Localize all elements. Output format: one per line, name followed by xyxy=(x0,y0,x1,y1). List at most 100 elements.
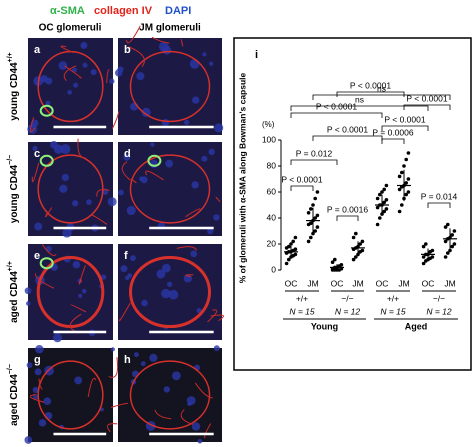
vessel xyxy=(130,178,137,184)
y-tick-label: 0 xyxy=(271,264,276,274)
nucleus xyxy=(183,119,190,126)
vessel xyxy=(106,69,110,84)
x-tick-label: JM xyxy=(398,278,409,288)
comparison-label: ns xyxy=(377,83,386,93)
nucleus xyxy=(191,181,199,189)
nucleus xyxy=(74,376,83,385)
row-label: aged CD44−/− xyxy=(7,364,20,426)
vessel xyxy=(180,39,184,47)
data-point xyxy=(311,203,315,207)
nucleus xyxy=(189,59,200,69)
vessel xyxy=(194,382,213,399)
vessel xyxy=(38,378,43,390)
capsule xyxy=(129,50,211,123)
x-tick-label: OC xyxy=(376,278,389,288)
data-point xyxy=(375,222,380,227)
panel-letter: f xyxy=(124,250,128,262)
vessel xyxy=(78,265,86,285)
data-point xyxy=(443,255,448,259)
data-point xyxy=(404,192,409,197)
row-label-text: young CD44 xyxy=(9,164,20,223)
vessel xyxy=(45,207,53,218)
nucleus xyxy=(208,148,215,156)
comparison-bracket xyxy=(381,125,429,131)
vessel xyxy=(31,162,40,183)
unit-label: (%) xyxy=(262,120,275,129)
row-label-text: aged CD44 xyxy=(9,271,20,323)
nucleus xyxy=(190,250,198,258)
vessel xyxy=(60,45,74,54)
nucleus xyxy=(27,124,38,135)
vessel xyxy=(207,309,218,323)
sma-signal xyxy=(39,104,54,117)
data-point xyxy=(306,239,311,244)
micrograph xyxy=(28,348,113,442)
data-point xyxy=(313,229,318,233)
nucleus xyxy=(213,345,220,352)
nucleus xyxy=(71,200,79,207)
nucleus xyxy=(207,227,214,235)
nucleus xyxy=(80,41,88,49)
comparison-label: P = 0.0016 xyxy=(327,204,368,214)
row-label-sup: −/− xyxy=(7,155,14,165)
data-point xyxy=(421,244,426,249)
data-point xyxy=(382,200,387,205)
data-point xyxy=(378,192,382,197)
x-tick-label: JM xyxy=(307,278,318,288)
comparison-label: P < 0.0001 xyxy=(384,114,425,124)
y-tick-label: 40 xyxy=(267,212,277,222)
data-point xyxy=(446,222,450,227)
nucleus xyxy=(133,352,139,358)
n-label: N = 15 xyxy=(289,306,315,316)
nucleus xyxy=(149,353,158,362)
vessel xyxy=(108,357,119,378)
panel-letter: a xyxy=(34,44,41,56)
data-point xyxy=(360,248,365,253)
nucleus xyxy=(78,293,83,299)
nucleus xyxy=(32,386,39,394)
data-point xyxy=(284,261,289,266)
nucleus xyxy=(192,96,200,104)
nucleus xyxy=(53,333,62,343)
nucleus xyxy=(110,347,115,352)
data-point xyxy=(351,257,356,262)
genotype-label: +/+ xyxy=(296,293,308,303)
data-point xyxy=(380,190,384,194)
comparison-bracket xyxy=(403,104,451,110)
data-point xyxy=(351,235,356,240)
panel-letter: e xyxy=(34,250,40,262)
nucleus xyxy=(168,289,179,300)
n-label: N = 12 xyxy=(335,306,361,316)
comparison-bracket xyxy=(336,215,359,221)
panel-letter: b xyxy=(124,44,131,56)
nucleus xyxy=(109,78,115,84)
data-point xyxy=(406,151,411,155)
comparison-label: P = 0.014 xyxy=(421,191,458,201)
nucleus xyxy=(187,401,192,407)
nucleus xyxy=(141,107,151,117)
vessel xyxy=(118,302,131,322)
comparison-label: P = 0.0006 xyxy=(372,127,413,137)
y-tick-label: 80 xyxy=(267,160,277,170)
vessel xyxy=(128,46,145,68)
nucleus xyxy=(118,189,124,196)
vessel xyxy=(87,377,97,398)
vessel xyxy=(29,394,45,403)
data-point xyxy=(443,225,448,229)
nucleus xyxy=(81,288,87,294)
data-point xyxy=(360,239,365,244)
nucleus xyxy=(161,288,171,299)
stain-label: collagen IV xyxy=(94,5,153,17)
vessel xyxy=(121,161,131,181)
data-point xyxy=(397,209,402,214)
nucleus xyxy=(201,155,208,162)
stain-label: α-SMA xyxy=(50,5,85,17)
sma-signal xyxy=(147,154,162,167)
x-tick-label: JM xyxy=(444,278,455,288)
comparison-bracket xyxy=(290,159,338,165)
micrograph xyxy=(118,142,222,236)
comparison-bracket xyxy=(290,105,429,111)
comparison-label: P < 0.0001 xyxy=(316,101,357,111)
comparison-bracket xyxy=(290,185,314,191)
